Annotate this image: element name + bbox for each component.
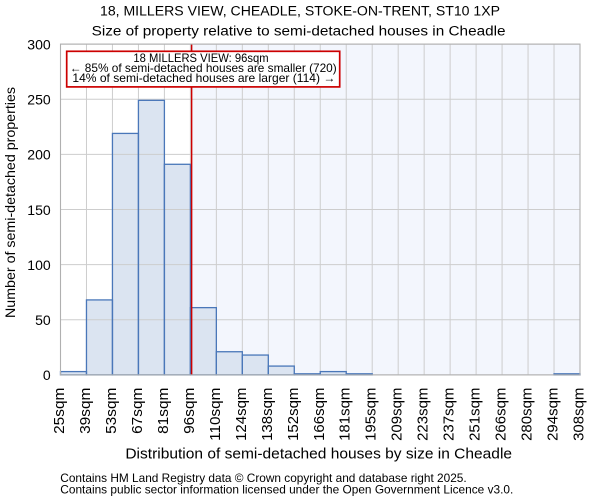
svg-text:150: 150 (27, 203, 50, 218)
svg-text:14% of semi-detached houses ar: 14% of semi-detached houses are larger (… (72, 71, 335, 85)
svg-text:Contains HM Land Registry data: Contains HM Land Registry data © Crown c… (60, 471, 466, 485)
svg-text:67sqm: 67sqm (129, 388, 146, 434)
svg-text:18, MILLERS VIEW, CHEADLE, STO: 18, MILLERS VIEW, CHEADLE, STOKE-ON-TREN… (100, 3, 500, 18)
svg-text:195sqm: 195sqm (363, 388, 380, 441)
svg-text:280sqm: 280sqm (519, 388, 536, 441)
svg-text:200: 200 (27, 148, 50, 163)
svg-text:25sqm: 25sqm (51, 388, 68, 434)
svg-text:Distribution of semi-detached: Distribution of semi-detached houses by … (125, 446, 512, 463)
svg-text:181sqm: 181sqm (337, 388, 354, 441)
svg-text:209sqm: 209sqm (389, 388, 406, 441)
svg-text:← 85% of semi-detached houses: ← 85% of semi-detached houses are smalle… (70, 61, 337, 75)
svg-text:251sqm: 251sqm (467, 388, 484, 441)
svg-text:237sqm: 237sqm (441, 388, 458, 441)
svg-text:300: 300 (27, 37, 50, 52)
svg-text:39sqm: 39sqm (77, 388, 94, 434)
svg-text:110sqm: 110sqm (207, 388, 224, 441)
svg-text:166sqm: 166sqm (311, 388, 328, 441)
svg-text:Contains public sector informa: Contains public sector information licen… (60, 483, 513, 497)
svg-text:Size of property relative to s: Size of property relative to semi-detach… (92, 23, 506, 38)
svg-text:308sqm: 308sqm (571, 388, 588, 441)
svg-text:50: 50 (35, 313, 51, 328)
svg-text:Number of semi-detached proper: Number of semi-detached properties (2, 87, 18, 318)
svg-text:0: 0 (43, 368, 51, 383)
svg-text:124sqm: 124sqm (233, 388, 250, 441)
svg-text:138sqm: 138sqm (259, 388, 276, 441)
svg-text:96sqm: 96sqm (181, 388, 198, 434)
svg-text:223sqm: 223sqm (415, 388, 432, 441)
svg-text:250: 250 (27, 93, 50, 108)
svg-text:18 MILLERS VIEW: 96sqm: 18 MILLERS VIEW: 96sqm (133, 53, 268, 65)
svg-text:81sqm: 81sqm (155, 388, 172, 434)
svg-text:100: 100 (27, 258, 50, 273)
svg-text:53sqm: 53sqm (103, 388, 120, 434)
svg-text:294sqm: 294sqm (545, 388, 562, 441)
svg-text:266sqm: 266sqm (493, 388, 510, 441)
svg-text:152sqm: 152sqm (285, 388, 302, 441)
